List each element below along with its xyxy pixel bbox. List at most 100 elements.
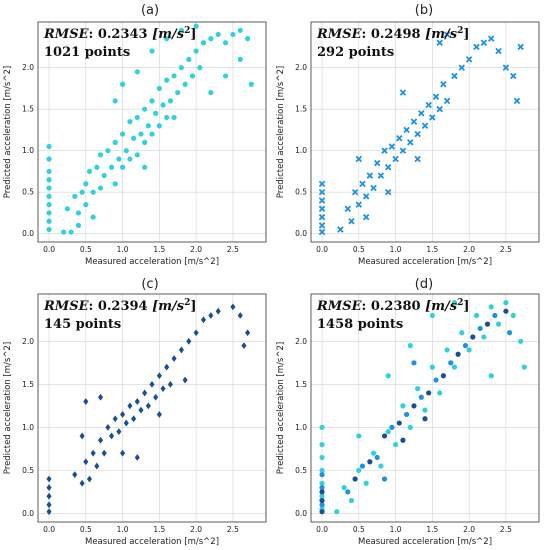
rmse-unit: [m/s [152, 299, 185, 314]
data-point [319, 497, 325, 504]
data-point [164, 77, 170, 83]
data-point [138, 406, 144, 414]
data-point [230, 31, 236, 38]
data-point [167, 380, 173, 388]
rmse-value: : 0.2498 [362, 27, 426, 42]
x-tick-label: 1.0 [117, 525, 129, 534]
data-point [318, 205, 326, 213]
data-point [83, 181, 89, 187]
data-point [344, 205, 352, 213]
data-point [385, 429, 391, 435]
rmse-annotation: RMSE: 0.2498 [m/s2] 292 points [316, 26, 470, 60]
data-point [83, 202, 89, 208]
data-point [46, 193, 52, 199]
point-count: 292 points [317, 45, 394, 60]
data-point [145, 123, 151, 129]
data-point [385, 373, 391, 379]
panel-label: (d) [415, 277, 433, 292]
x-tick-label: 2.5 [500, 525, 512, 534]
data-point [392, 441, 399, 448]
data-point [362, 193, 370, 200]
data-point [186, 56, 192, 62]
data-point [422, 407, 428, 413]
data-point [429, 312, 435, 319]
data-point [355, 201, 363, 208]
plot-frame [37, 293, 267, 523]
data-point [389, 424, 395, 430]
data-point [134, 152, 140, 158]
data-point [436, 39, 443, 46]
data-point [101, 449, 107, 457]
data-point [200, 316, 207, 324]
data-point [90, 214, 96, 220]
data-point [366, 172, 374, 179]
data-point [319, 472, 325, 478]
data-point [245, 36, 251, 42]
data-point [46, 475, 52, 483]
data-point [90, 189, 96, 195]
data-point [120, 411, 126, 418]
data-point [415, 386, 421, 392]
data-point [119, 81, 126, 87]
data-point [318, 197, 326, 204]
data-point [487, 35, 495, 42]
data-point [510, 312, 516, 319]
data-point [119, 131, 126, 137]
y-tick-label: 1.0 [22, 146, 34, 155]
data-point [149, 380, 155, 388]
data-point [488, 304, 494, 310]
y-tick-label: 1.0 [22, 423, 34, 432]
data-point [61, 229, 67, 235]
data-point [182, 81, 188, 87]
data-point [134, 454, 140, 461]
data-point [319, 489, 325, 495]
data-point [451, 72, 458, 80]
data-point [373, 159, 381, 167]
point-count: 1458 points [317, 317, 403, 332]
panel-label: (a) [141, 3, 159, 18]
data-point [403, 126, 410, 134]
data-point [352, 476, 358, 482]
data-point [388, 143, 396, 150]
data-point [495, 321, 502, 327]
data-point [436, 105, 443, 113]
data-point [127, 119, 133, 125]
data-point [448, 360, 454, 366]
y-axis-label: Predicted acceleration [m/s^2] [276, 66, 286, 198]
data-point [444, 347, 450, 353]
chart-panel-2: (b) 0.0 0.5 1.0 1.5 2.0 2.5 0.0 0.5 1.0 1.5 2.0 Meas… [276, 3, 540, 267]
data-point [142, 389, 148, 397]
data-point [422, 416, 428, 422]
data-point [488, 373, 494, 379]
data-point [337, 226, 344, 233]
data-point [477, 325, 483, 332]
x-tick-label: 2.5 [500, 245, 512, 254]
data-point [193, 23, 199, 29]
y-tick-label: 0.0 [22, 229, 34, 238]
data-point [367, 459, 373, 465]
data-point [319, 484, 325, 491]
data-point [237, 27, 243, 33]
x-tick-label: 0.0 [316, 525, 328, 534]
x-tick-label: 1.0 [390, 525, 402, 534]
data-point [112, 415, 118, 423]
data-point [134, 69, 140, 75]
y-tick-label: 1.5 [295, 380, 307, 389]
data-point [46, 168, 52, 175]
data-point [513, 97, 521, 105]
data-point [384, 188, 392, 196]
data-point [437, 390, 443, 396]
x-tick-label: 2.5 [227, 245, 239, 254]
data-point [359, 463, 366, 469]
x-tick-label: 0.5 [80, 245, 92, 254]
data-point [370, 184, 377, 192]
data-point [396, 134, 403, 142]
data-point [465, 56, 473, 63]
point-count: 145 points [44, 317, 121, 332]
data-point [131, 415, 137, 423]
data-point [79, 479, 85, 487]
data-point [425, 101, 432, 109]
rmse-unit-exponent: 2 [184, 298, 190, 308]
x-axis-label: Measured acceleration [m/s^2] [358, 537, 492, 547]
y-tick-label: 0.5 [22, 188, 34, 197]
